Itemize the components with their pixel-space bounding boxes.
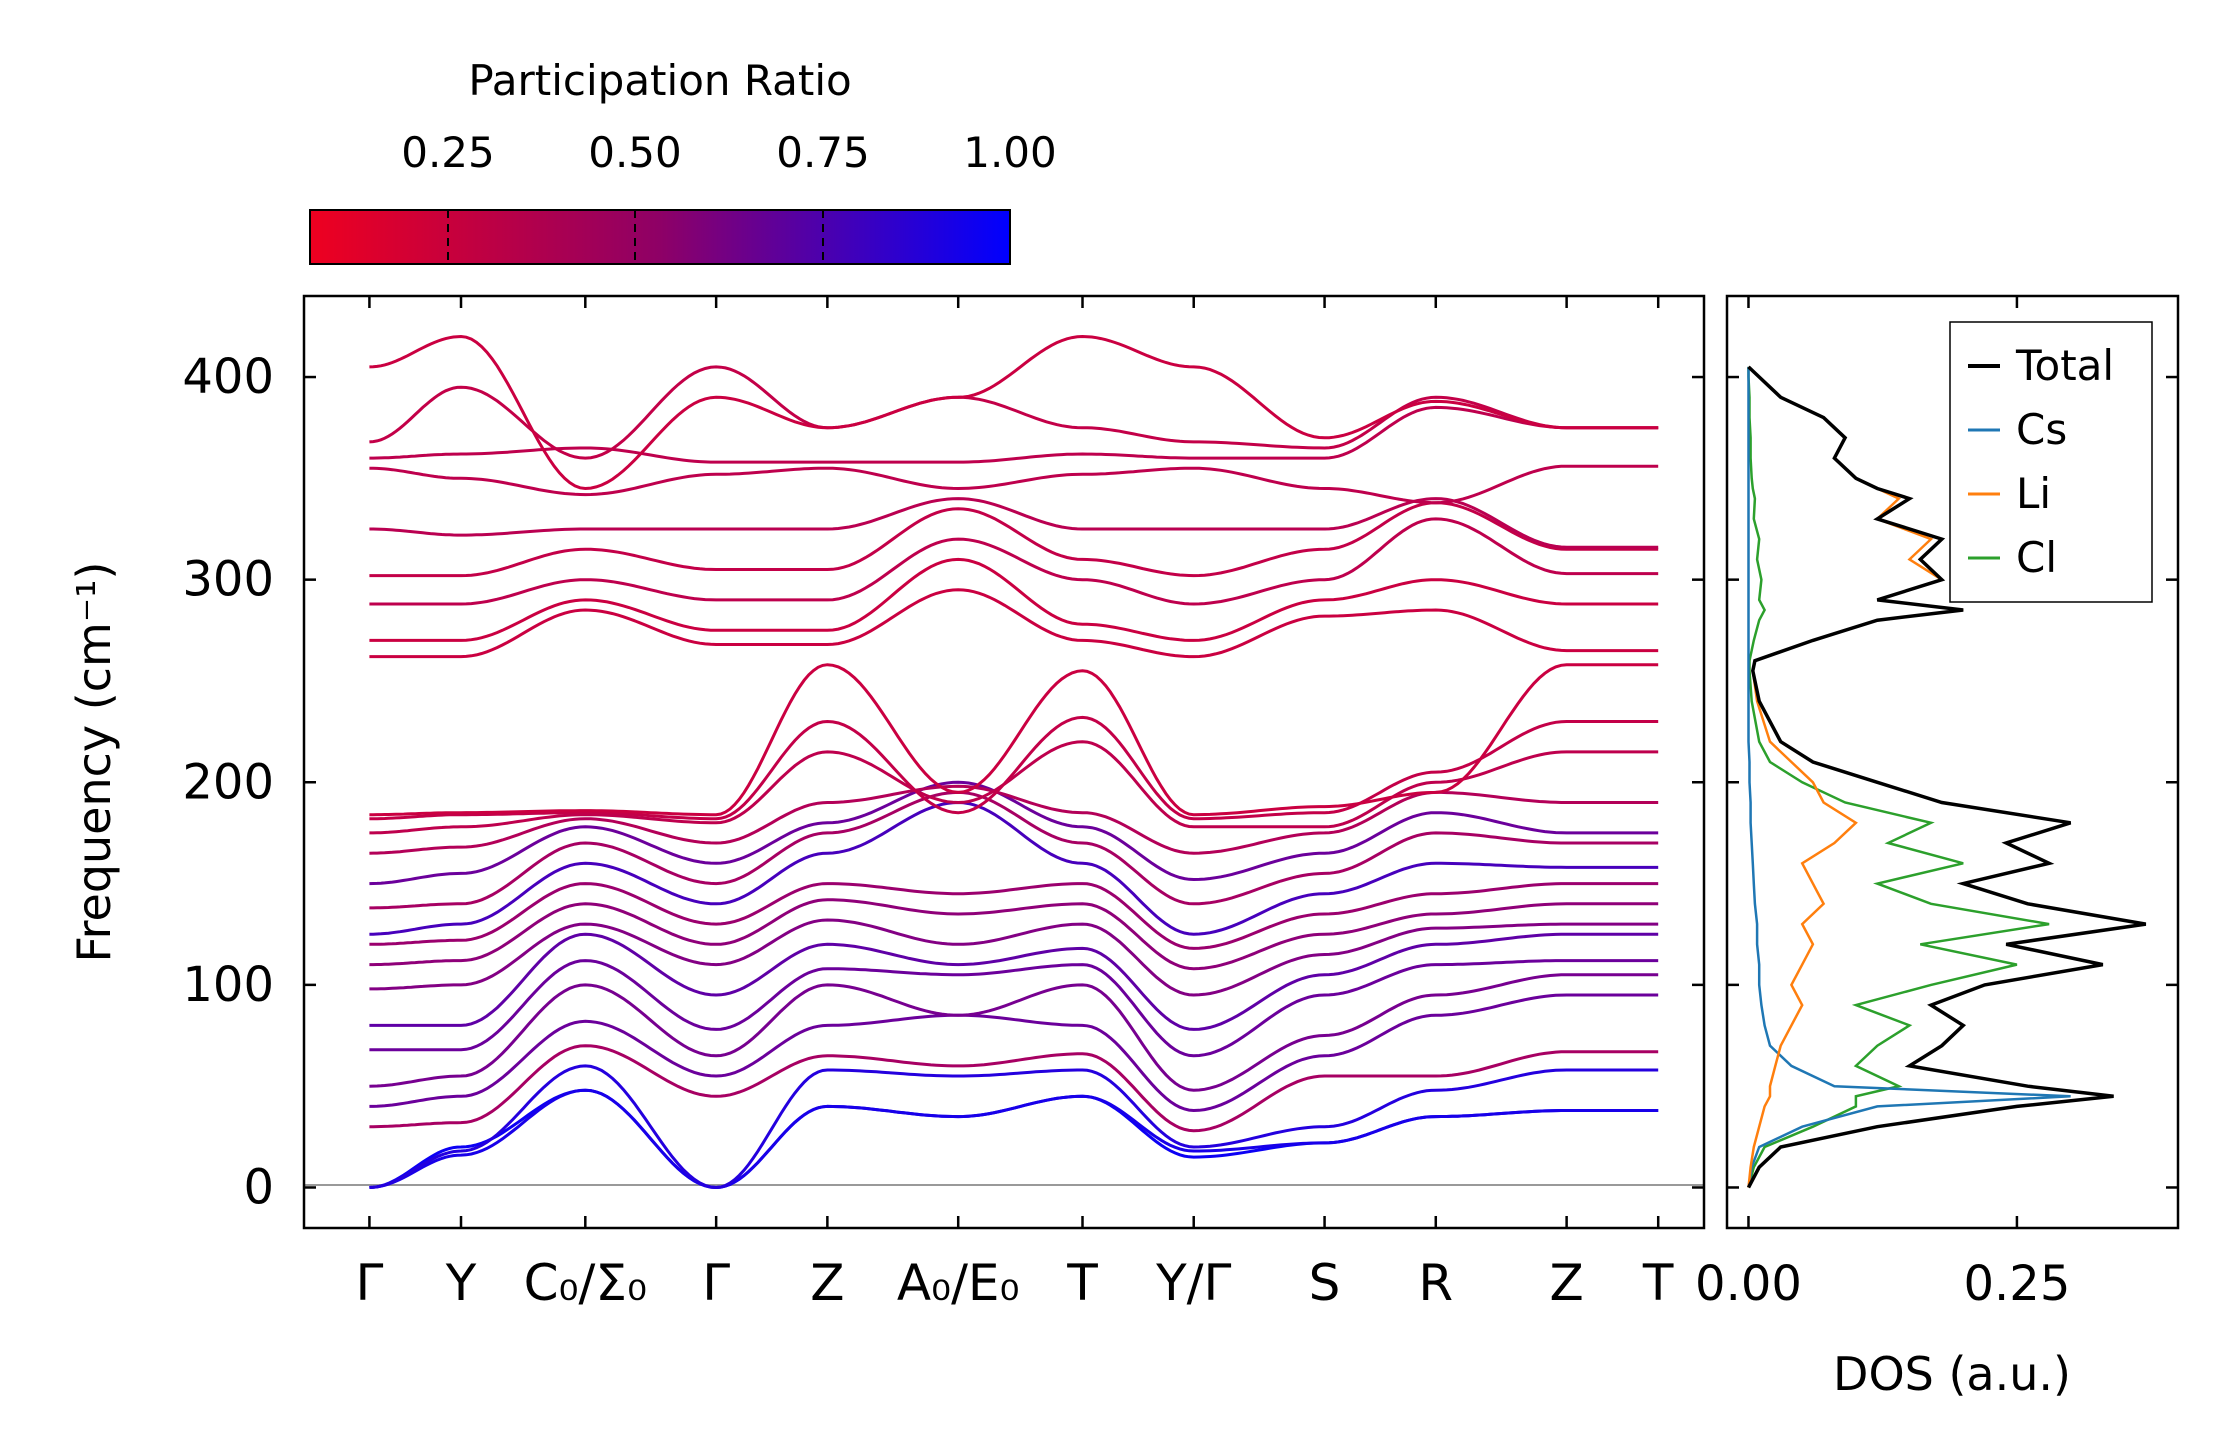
band-optic-high-1 [369, 588, 1659, 659]
band-optic-high-7 [369, 405, 1659, 464]
kpoint-label: S [1309, 1254, 1341, 1312]
band-y-tick-label: 0 [243, 1159, 274, 1215]
band-optic-mid-8 [369, 780, 1659, 886]
band-acoustic-1 [369, 1088, 1659, 1190]
band-structure-panel: 0 100 200 300 400 Γ Y C₀/Σ₀ Γ Z A₀/E₀ T Y/Γ S R Z T Fre… [67, 294, 1706, 1312]
band-optic-high-5 [369, 497, 1659, 549]
band-y-tick-label: 100 [182, 957, 274, 1013]
colorbar-tick-label-050: 0.50 [588, 128, 682, 177]
band-y-tick-label: 400 [182, 349, 274, 405]
colorbar-label: Participation Ratio [468, 56, 851, 105]
dos-line-cl [1747, 366, 2050, 1188]
band-optic-mid-7 [369, 790, 1659, 910]
kpoint-label: Y [445, 1254, 477, 1312]
band-optic-mid-10 [369, 740, 1659, 835]
colorbar-tick-label-025: 0.25 [401, 128, 495, 177]
colorbar-tick-label-100: 1.00 [963, 128, 1057, 177]
band-acoustic-2 [369, 1088, 1659, 1190]
legend-label-cl: Cl [2016, 533, 2057, 582]
band-lines [369, 334, 1659, 1190]
band-plot-frame [302, 294, 1706, 1230]
dos-panel: 0.00 0.25 DOS (a.u.) Total Cs Li Cl [1695, 294, 2180, 1401]
band-optic-high-9 [369, 334, 1659, 491]
band-optic-high-8 [369, 365, 1659, 460]
dos-line-total [1746, 365, 2147, 1189]
colorbar-tick-label-075: 0.75 [776, 128, 870, 177]
band-optic-low-2 [369, 993, 1659, 1113]
band-optic-mid-6 [369, 800, 1659, 936]
dos-lines [1746, 365, 2147, 1189]
dos-x-axis-label: DOS (a.u.) [1833, 1347, 2071, 1401]
kpoint-label: A₀/E₀ [897, 1254, 1020, 1312]
band-optic-mid-12 [369, 663, 1659, 817]
dos-x-tick-label: 0.00 [1695, 1256, 1802, 1312]
kpoint-label: C₀/Σ₀ [524, 1254, 647, 1312]
colorbar-gradient [309, 209, 1011, 265]
kpoint-label: Y/Γ [1155, 1254, 1231, 1312]
dos-legend: Total Cs Li Cl [1949, 321, 2153, 603]
legend-label-cs: Cs [2016, 405, 2067, 454]
kpoint-label: Z [1549, 1254, 1583, 1312]
dos-axes: 0.00 0.25 [1695, 296, 2178, 1312]
kpoint-label: T [1642, 1254, 1674, 1312]
legend-label-total: Total [2015, 341, 2114, 390]
band-optic-mid-11 [369, 715, 1659, 821]
legend-label-li: Li [2016, 469, 2051, 518]
kpoint-label: R [1418, 1254, 1453, 1312]
kpoint-label: Γ [702, 1254, 730, 1312]
dos-line-cs [1747, 366, 2071, 1188]
kpoint-label: T [1066, 1254, 1098, 1312]
band-optic-high-4 [369, 501, 1659, 578]
band-optic-mid-1 [369, 959, 1659, 1058]
kpoint-label: Γ [355, 1254, 383, 1312]
band-optic-low-1 [369, 1044, 1659, 1133]
band-optic-high-6 [369, 464, 1659, 505]
kpoint-label: Z [810, 1254, 844, 1312]
band-optic-mid-2 [369, 932, 1659, 1031]
dos-plot-frame [1725, 294, 2180, 1230]
band-y-tick-label: 300 [182, 552, 274, 608]
band-optic-high-2 [369, 557, 1659, 642]
band-optic-high-3 [369, 517, 1659, 606]
band-y-axis: 0 100 200 300 400 [182, 349, 1704, 1215]
band-y-axis-label: Frequency (cm⁻¹) [67, 562, 121, 963]
legend-box [1949, 321, 2153, 603]
band-x-axis: Γ Y C₀/Σ₀ Γ Z A₀/E₀ T Y/Γ S R Z T [355, 296, 1674, 1312]
band-optic-mid-9 [369, 784, 1659, 855]
band-optic-low-3 [369, 973, 1659, 1092]
band-optic-mid-3 [369, 918, 1659, 997]
band-acoustic-3 [369, 1064, 1659, 1190]
band-optic-mid-5 [369, 882, 1659, 950]
band-y-tick-label: 200 [182, 754, 274, 810]
band-optic-mid-4 [369, 898, 1659, 971]
dos-x-tick-label: 0.25 [1963, 1256, 2070, 1312]
colorbar: Participation Ratio 0.25 0.50 0.75 1.00 [309, 56, 1057, 265]
